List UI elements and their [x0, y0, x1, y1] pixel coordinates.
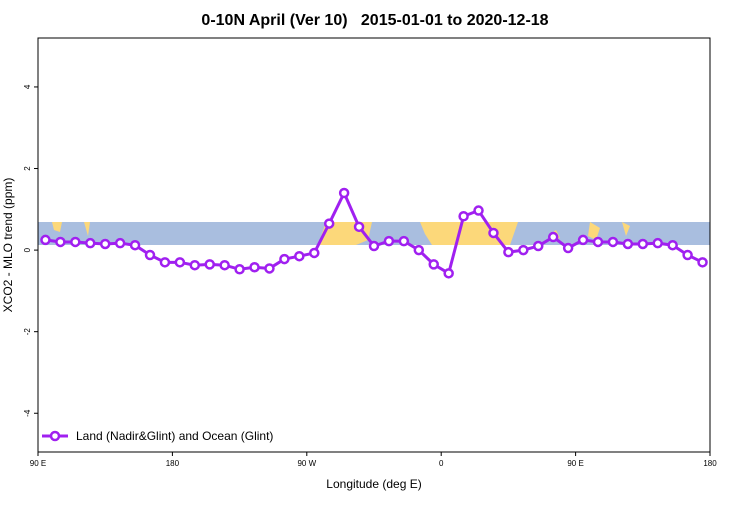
point [607, 236, 619, 248]
point [338, 187, 350, 199]
y-tick-label: 4 [23, 84, 32, 89]
point [413, 244, 425, 256]
point [144, 249, 156, 261]
point [473, 205, 484, 216]
point [40, 234, 51, 246]
point [428, 259, 439, 270]
point [577, 234, 589, 246]
plot-frame [37, 37, 711, 453]
point [667, 239, 678, 251]
x-tick-label: 0 [439, 459, 444, 468]
point [159, 257, 171, 268]
point [353, 221, 365, 233]
x-tick-label: 180 [703, 459, 717, 468]
y-axis-label: XCO2 - MLO trend (ppm) [1, 178, 15, 313]
point [592, 236, 604, 248]
point [129, 239, 141, 251]
point [368, 240, 380, 252]
point [562, 242, 574, 254]
point [70, 236, 81, 248]
x-tick-label: 90 W [297, 459, 316, 468]
y-tick-label: -2 [23, 328, 32, 336]
point [85, 237, 96, 249]
point [443, 268, 454, 279]
point [234, 264, 245, 275]
point [697, 257, 708, 268]
y-tick-label: -4 [23, 409, 32, 417]
point [279, 253, 290, 265]
legend-marker [49, 430, 61, 442]
point [652, 237, 663, 249]
point [547, 231, 559, 243]
point [264, 263, 275, 274]
point [622, 238, 634, 250]
x-tick-label: 90 E [30, 459, 46, 468]
point [219, 259, 230, 271]
y-tick-label: 0 [23, 247, 32, 252]
point [55, 236, 66, 248]
y-tick-label: 2 [23, 166, 32, 171]
point [204, 259, 215, 270]
point [682, 249, 693, 261]
point [488, 227, 499, 239]
point [323, 218, 335, 229]
point [294, 250, 305, 262]
point [398, 235, 410, 247]
legend-label: Land (Nadir&Glint) and Ocean (Glint) [76, 429, 273, 443]
chart-title: 0-10N April (Ver 10) 2015-01-01 to 2020-… [201, 12, 548, 29]
point [174, 257, 186, 268]
point [309, 247, 320, 259]
point [189, 259, 201, 271]
point [533, 240, 544, 252]
point [518, 244, 529, 256]
point [637, 238, 649, 250]
point [249, 261, 260, 273]
point [458, 210, 469, 222]
x-tick-label: 90 E [567, 459, 583, 468]
point [114, 237, 126, 249]
point [503, 246, 514, 258]
x-tick-label: 180 [166, 459, 180, 468]
point [383, 235, 395, 247]
point [99, 238, 111, 250]
x-axis-label: Longitude (deg E) [326, 477, 421, 491]
